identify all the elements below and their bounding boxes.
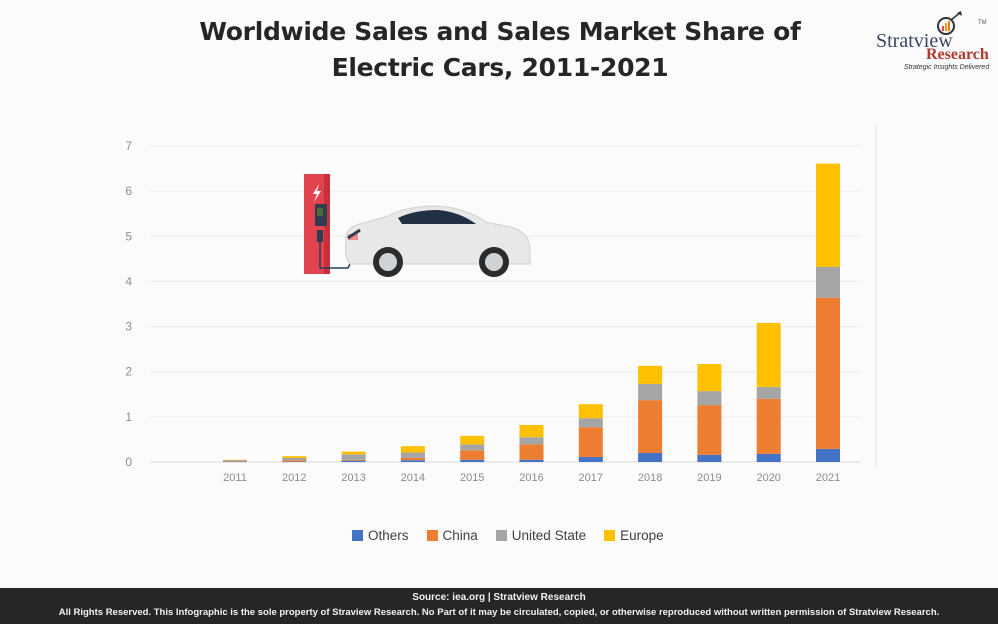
y-tick-label: 1 [125, 410, 132, 424]
logo-tagline: Strategic Insights Delivered [904, 64, 990, 71]
x-axis-ticks: 2011 2012 2013 2014 2015 2016 2017 2018 2019 2020… [223, 472, 840, 484]
legend-swatch-others [352, 530, 363, 541]
bar-china-2015 [460, 450, 485, 460]
x-tick-label: 2013 [341, 472, 365, 484]
bar-china-2021 [816, 297, 840, 449]
charging-station-icon [304, 174, 357, 274]
y-tick-label: 5 [125, 229, 132, 243]
x-tick-label: 2015 [460, 472, 484, 484]
bar-others-2020 [756, 453, 781, 462]
bar-united-state-2021 [816, 266, 840, 298]
legend-swatch-europe [604, 530, 616, 541]
bar-united-state-2014 [400, 452, 425, 458]
legend-label-others: Others [368, 528, 409, 543]
bar-united-state-2015 [460, 444, 485, 451]
legend-label-europe: Europe [620, 528, 664, 543]
x-tick-label: 2017 [579, 472, 603, 484]
legend-item-europe: Europe [604, 528, 664, 543]
bar-china-2016 [519, 444, 544, 460]
x-tick-label: 2016 [519, 472, 543, 484]
bar-united-state-2012 [282, 457, 307, 461]
bars [223, 163, 840, 462]
y-tick-label: 7 [125, 139, 132, 153]
bar-others-2013 [341, 460, 366, 462]
y-tick-label: 6 [125, 184, 132, 198]
logo-brand: Stratview [876, 30, 953, 52]
bar-europe-2014 [400, 446, 425, 453]
bar-china-2017 [578, 427, 603, 458]
electric-car-icon [345, 205, 531, 277]
chart-title: Worldwide Sales and Sales Market Share o… [150, 14, 850, 86]
bar-china-2012 [282, 460, 307, 462]
bar-europe-2020 [756, 322, 781, 388]
bar-others-2017 [578, 457, 603, 462]
bar-united-state-2017 [578, 418, 603, 428]
gridlines [150, 145, 860, 463]
legend-swatch-united-state [495, 530, 507, 541]
bar-others-2016 [519, 459, 544, 462]
bar-europe-2021 [816, 163, 840, 267]
chart-title-line-2: Electric Cars, 2011-2021 [331, 53, 669, 82]
y-tick-label: 0 [125, 455, 132, 469]
bar-china-2014 [400, 457, 425, 461]
chart-title-line-1: Worldwide Sales and Sales Market Share o… [199, 17, 801, 46]
legend-swatch-china [426, 530, 438, 541]
stratview-logo: Stratview TM Research Strategic Insights… [870, 8, 995, 78]
legend-label-china: China [442, 528, 478, 543]
footer-source: Source: iea.org | Stratview Research [412, 592, 586, 603]
bar-china-2019 [697, 405, 722, 455]
y-tick-label: 4 [125, 274, 132, 288]
bar-united-state-2019 [697, 391, 722, 406]
bar-europe-2019 [697, 364, 722, 392]
legend-label-united-state: United State [511, 528, 587, 543]
bar-china-2013 [341, 459, 366, 461]
bar-others-2021 [816, 448, 840, 462]
bar-others-2014 [400, 460, 425, 462]
bar-europe-2012 [282, 456, 307, 458]
chart-legend: Others China United State Europe [352, 528, 664, 543]
legend-item-united-state: United State [495, 528, 587, 543]
bar-others-2018 [638, 452, 663, 462]
x-tick-label: 2012 [282, 472, 306, 484]
bar-united-state-2011 [223, 460, 247, 462]
bar-others-2015 [460, 459, 485, 462]
bar-europe-2015 [460, 435, 485, 445]
bar-others-2019 [697, 454, 722, 462]
bar-united-state-2016 [519, 437, 544, 445]
footer-rights: All Rights Reserved. This Infographic is… [58, 607, 940, 618]
bar-europe-2013 [341, 451, 366, 455]
bar-united-state-2018 [638, 383, 663, 401]
ev-charging-illustration [304, 174, 531, 277]
bar-united-state-2020 [756, 387, 781, 399]
legend-item-china: China [426, 528, 478, 543]
logo-trademark: TM [978, 20, 987, 26]
x-tick-label: 2014 [401, 472, 425, 484]
y-tick-label: 3 [125, 320, 132, 334]
y-axis-ticks: 0 1 2 3 4 5 6 7 [125, 139, 132, 469]
bar-europe-2016 [519, 424, 544, 438]
x-tick-label: 2020 [756, 472, 780, 484]
magnifier-growth-icon [937, 11, 962, 35]
bar-china-2020 [756, 398, 781, 454]
x-tick-label: 2021 [816, 472, 840, 484]
x-tick-label: 2011 [223, 472, 247, 484]
x-tick-label: 2019 [697, 472, 721, 484]
bar-china-2018 [638, 400, 663, 453]
bar-europe-2017 [578, 404, 603, 419]
x-tick-label: 2018 [638, 472, 662, 484]
bar-europe-2018 [638, 365, 663, 384]
y-tick-label: 2 [125, 365, 132, 379]
bar-united-state-2013 [341, 454, 366, 460]
logo-research: Research [926, 46, 989, 63]
legend-item-others: Others [352, 528, 409, 543]
footer: Source: iea.org | Stratview Research All… [0, 588, 998, 624]
